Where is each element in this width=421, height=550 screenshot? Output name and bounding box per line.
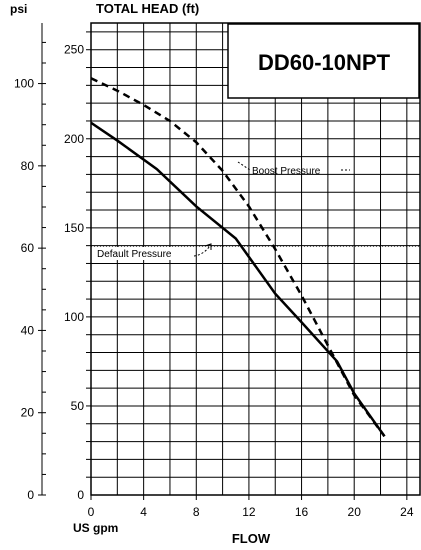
y-right-label: TOTAL HEAD (ft): [96, 1, 199, 16]
psi-axis: 0 20 40 60 80 100: [14, 41, 46, 502]
ft-tick-label: 200: [64, 132, 84, 146]
curves: [90, 77, 420, 437]
ft-tick-label: 100: [64, 310, 84, 324]
x-tick-label: 4: [140, 505, 147, 519]
x-tick-label: 8: [193, 505, 200, 519]
title-box: [227, 23, 420, 99]
x-tick-label: 24: [400, 505, 414, 519]
boost-pressure-callout: Boost Pressure: [237, 161, 350, 177]
ft-axis: 0 50 100 150 200 250: [64, 31, 91, 502]
ft-tick-label: 250: [64, 43, 84, 57]
psi-tick-label: 60: [21, 241, 35, 255]
ft-tick-label: 50: [71, 399, 85, 413]
ft-tick-label: 150: [64, 221, 84, 235]
psi-tick-label: 0: [27, 488, 34, 502]
plot-frame: [90, 22, 421, 496]
psi-tick-label: 100: [14, 77, 34, 91]
x-tick-label: 20: [348, 505, 362, 519]
boost-pressure-curve: [90, 77, 386, 437]
x-tick-label: 0: [88, 505, 95, 519]
psi-tick-label: 20: [21, 406, 35, 420]
x-unit-label: US gpm: [73, 521, 118, 535]
x-title: FLOW: [232, 531, 271, 546]
boost-pressure-label: Boost Pressure: [252, 166, 321, 177]
ft-tick-label: 0: [77, 488, 84, 502]
default-pressure-label: Default Pressure: [97, 249, 172, 260]
x-axis: 0 4 8 12 16 20 24: [88, 495, 414, 519]
y-left-label: psi: [10, 2, 27, 16]
x-tick-label: 12: [242, 505, 256, 519]
x-tick-label: 16: [295, 505, 309, 519]
psi-tick-label: 80: [21, 159, 35, 173]
chart-title: DD60-10NPT: [258, 50, 391, 75]
psi-tick-label: 40: [21, 323, 35, 337]
default-pressure-callout: Default Pressure: [95, 243, 212, 260]
default-pressure-curve: [90, 121, 386, 437]
